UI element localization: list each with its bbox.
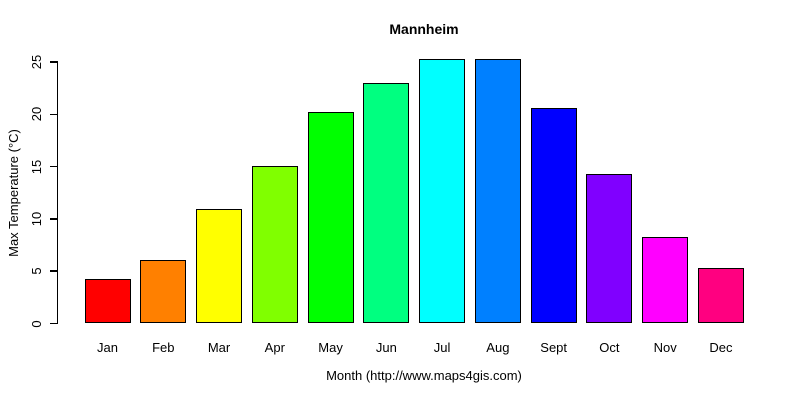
bar-nov — [642, 236, 689, 324]
x-tick-label: Feb — [152, 340, 175, 355]
y-tick-label: 15 — [29, 159, 44, 174]
bar-mar — [196, 209, 243, 324]
x-tick-label: Sept — [540, 340, 568, 355]
x-tick-label: Apr — [264, 340, 285, 355]
y-tick-label: 10 — [29, 211, 44, 227]
bar-feb — [140, 259, 187, 324]
x-tick-label: Jun — [375, 340, 397, 355]
y-tick-label: 20 — [29, 107, 44, 122]
chart-title: Mannheim — [389, 21, 459, 37]
y-axis-tick — [49, 61, 58, 63]
y-axis-tick — [49, 165, 58, 168]
bar-jun — [363, 82, 410, 324]
bar-dec — [697, 268, 744, 324]
bar-jul — [419, 58, 466, 324]
x-tick-label: Jul — [433, 340, 451, 355]
bar-jan — [84, 278, 131, 324]
x-tick-label: Mar — [207, 340, 231, 355]
x-axis-label: Month (http://www.maps4gis.com) — [326, 368, 522, 383]
bar-may — [307, 112, 354, 324]
y-axis-tick — [49, 270, 58, 272]
y-axis-tick — [49, 322, 58, 325]
y-axis-tick — [49, 218, 58, 220]
bar-sept — [530, 108, 577, 324]
bar-aug — [474, 58, 521, 324]
x-tick-label: Dec — [709, 340, 733, 355]
x-tick-label: Aug — [486, 340, 510, 355]
x-tick-label: May — [318, 340, 343, 355]
x-tick-label: Oct — [599, 340, 620, 355]
y-tick-label: 0 — [29, 319, 44, 328]
y-axis-line — [56, 61, 58, 325]
y-axis-tick — [49, 113, 58, 116]
bar-oct — [586, 173, 633, 324]
bar-apr — [251, 165, 298, 324]
x-tick-label: Jan — [97, 340, 118, 355]
x-tick-label: Nov — [653, 340, 677, 355]
y-tick-label: 5 — [29, 267, 44, 275]
y-tick-label: 25 — [29, 54, 44, 70]
